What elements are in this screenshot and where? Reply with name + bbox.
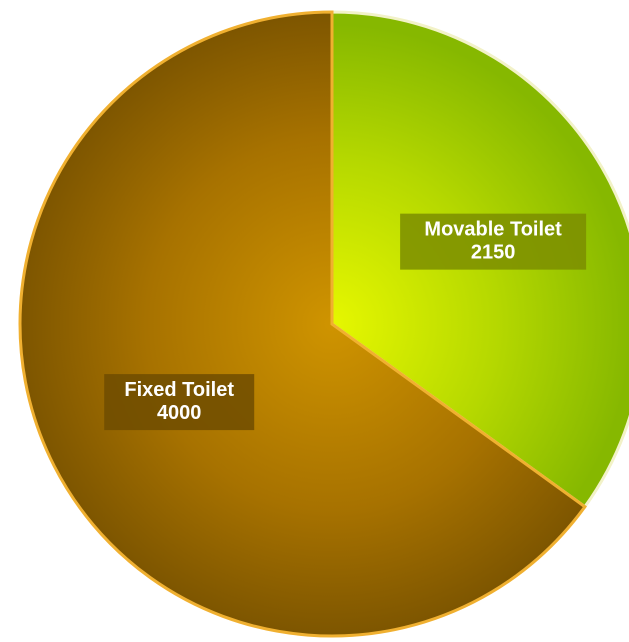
slice-label-background <box>104 374 255 431</box>
slice-value-label: 4000 <box>157 402 202 424</box>
pie-slice-fixed-toilet <box>18 10 587 638</box>
slice-category-label: Movable Toilet <box>424 219 562 241</box>
slice-category-label: Fixed Toilet <box>124 379 234 401</box>
slice-value-label: 2150 <box>471 242 516 264</box>
slice-label-background <box>400 213 587 270</box>
